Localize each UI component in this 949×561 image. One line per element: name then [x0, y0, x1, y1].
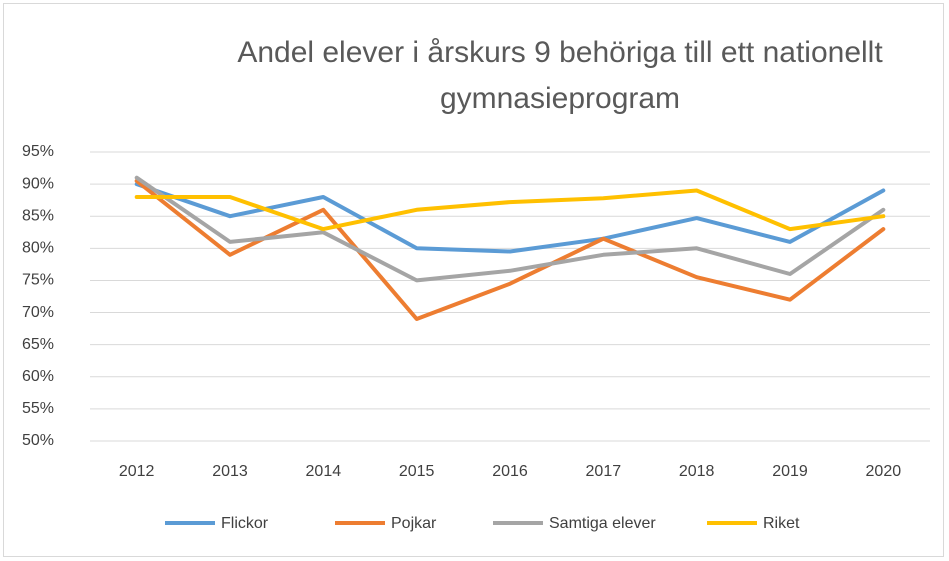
y-tick-label: 90% [22, 175, 54, 192]
series-line [134, 188, 886, 232]
legend-label: Samtiga elever [549, 515, 656, 532]
legend-label: Pojkar [391, 515, 437, 532]
y-tick-label: 60% [22, 368, 54, 385]
y-tick-label: 80% [22, 240, 54, 257]
y-tick-label: 70% [22, 304, 54, 321]
x-tick-label: 2016 [492, 463, 528, 480]
x-tick-label: 2014 [306, 463, 342, 480]
x-tick-label: 2015 [399, 463, 435, 480]
y-tick-label: 50% [22, 432, 54, 449]
x-tick-label: 2020 [866, 463, 902, 480]
y-tick-label: 55% [22, 400, 54, 417]
x-tick-label: 2018 [679, 463, 715, 480]
y-tick-label: 95% [22, 143, 54, 160]
chart-border [3, 3, 944, 557]
chart-title: Andel elever i årskurs 9 behöriga till e… [237, 36, 883, 115]
legend-label: Riket [763, 515, 800, 532]
y-tick-label: 85% [22, 207, 54, 224]
x-tick-label: 2013 [212, 463, 248, 480]
x-tick-label: 2012 [119, 463, 155, 480]
series-line [134, 175, 886, 283]
y-tick-label: 65% [22, 336, 54, 353]
legend-label: Flickor [221, 515, 269, 532]
y-tick-label: 75% [22, 272, 54, 289]
x-tick-label: 2019 [772, 463, 808, 480]
x-tick-label: 2017 [586, 463, 622, 480]
